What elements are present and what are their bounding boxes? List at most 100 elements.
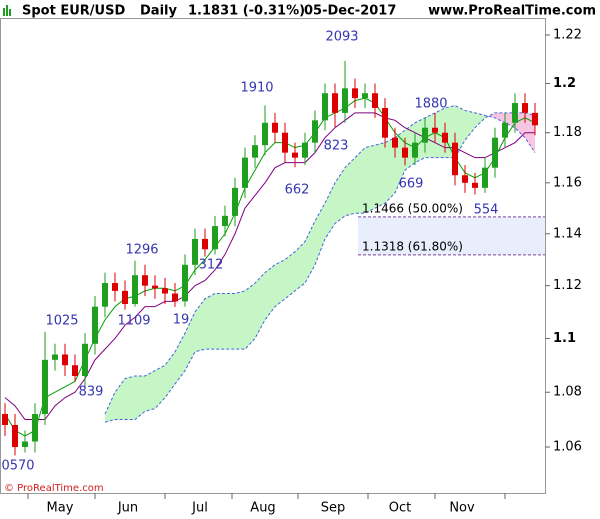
cloud-fill bbox=[405, 122, 415, 171]
annotation: 669 bbox=[399, 177, 424, 192]
cloud-fill bbox=[155, 365, 165, 409]
candle-body bbox=[192, 238, 198, 265]
y-tick-label: 1.1 bbox=[553, 331, 576, 346]
candle-body bbox=[412, 142, 418, 158]
cloud-fill bbox=[185, 311, 195, 371]
cloud-fill bbox=[325, 182, 335, 239]
cloud-fill bbox=[265, 264, 275, 320]
y-tick-label: 1.12 bbox=[553, 278, 582, 293]
cloud-fill bbox=[255, 272, 265, 339]
y-tick-label: 1.22 bbox=[553, 28, 582, 43]
candle-body bbox=[482, 167, 488, 188]
candle-body bbox=[122, 290, 128, 305]
candle-body bbox=[152, 285, 158, 289]
candle-body bbox=[532, 112, 538, 126]
y-tick-label: 1.18 bbox=[553, 125, 582, 140]
candle-body bbox=[362, 93, 368, 99]
candle-body bbox=[442, 132, 448, 143]
x-tick-label: Aug bbox=[250, 501, 275, 516]
annotation: 1109 bbox=[117, 314, 150, 329]
x-tick-label: Sep bbox=[321, 501, 346, 516]
candle-body bbox=[492, 137, 498, 168]
cloud-fill bbox=[295, 241, 305, 291]
cloud-fill bbox=[335, 167, 345, 224]
annotation: 19 bbox=[173, 313, 190, 328]
cloud-fill bbox=[345, 157, 355, 216]
candle-body bbox=[92, 306, 98, 344]
fib-label: 1.1318 (61.80%) bbox=[362, 239, 463, 253]
cloud-fill bbox=[235, 290, 245, 350]
kijun-line bbox=[4, 112, 535, 421]
candle-body bbox=[452, 142, 458, 176]
cloud-fill bbox=[105, 392, 115, 423]
candle-body bbox=[302, 142, 308, 158]
candle-body bbox=[282, 132, 288, 153]
logo bbox=[3, 5, 11, 16]
last-price: 1.1831 (-0.31%) bbox=[188, 4, 305, 19]
cloud-fill bbox=[465, 110, 475, 141]
annotation: 1880 bbox=[414, 97, 447, 112]
candle-body bbox=[22, 441, 28, 448]
candle-body bbox=[222, 215, 228, 227]
y-tick-label: 1.06 bbox=[553, 440, 582, 455]
candle-body bbox=[12, 424, 18, 448]
x-tick-label: Nov bbox=[449, 501, 475, 516]
cloud-fill bbox=[315, 203, 325, 265]
candle-body bbox=[422, 127, 428, 143]
candle-body bbox=[82, 343, 88, 377]
candle-body bbox=[392, 137, 398, 148]
fib-zone bbox=[358, 216, 545, 255]
candle-body bbox=[462, 175, 468, 183]
candle-body bbox=[2, 414, 8, 425]
cloud-fill bbox=[275, 259, 285, 307]
span-b bbox=[104, 112, 536, 423]
cloud-fill bbox=[205, 293, 215, 350]
cloud-fill bbox=[285, 251, 295, 299]
candle-body bbox=[272, 122, 278, 133]
x-tick-label: Oct bbox=[389, 501, 411, 516]
date: 05-Dec-2017 bbox=[304, 4, 396, 19]
cloud-fill bbox=[165, 351, 175, 398]
cloud-fill bbox=[225, 293, 235, 350]
cloud-fill bbox=[385, 137, 395, 204]
x-tick-label: May bbox=[47, 501, 74, 516]
annotation: 2093 bbox=[325, 30, 358, 45]
annotation: 662 bbox=[285, 183, 310, 198]
plot-frame bbox=[0, 18, 546, 494]
cloud-fill bbox=[355, 147, 365, 214]
cloud-fill bbox=[245, 283, 255, 350]
candle-body bbox=[372, 93, 378, 108]
candle-body bbox=[132, 275, 138, 305]
y-tick-label: 1.2 bbox=[553, 76, 576, 91]
x-tick-label: Jul bbox=[191, 501, 208, 516]
chart-title: Spot EUR/USD bbox=[22, 4, 125, 19]
cloud-fill bbox=[195, 298, 205, 352]
candle-body bbox=[212, 226, 218, 250]
candle-body bbox=[202, 238, 208, 250]
candle-body bbox=[522, 103, 528, 113]
annotation: 1910 bbox=[240, 81, 273, 96]
annotation: 1296 bbox=[125, 243, 158, 258]
annotation: 1025 bbox=[45, 314, 78, 329]
cloud-fill bbox=[145, 370, 155, 412]
y-tick-label: 1.16 bbox=[553, 175, 582, 190]
candle-body bbox=[342, 88, 348, 113]
cloud-fill bbox=[475, 112, 485, 128]
candle-body bbox=[112, 283, 118, 291]
candle-body bbox=[332, 93, 338, 113]
candle-body bbox=[182, 264, 188, 302]
candle-body bbox=[322, 93, 328, 121]
period: Daily bbox=[140, 4, 177, 19]
candle-body bbox=[512, 103, 518, 123]
candle-body bbox=[102, 283, 108, 307]
candle-body bbox=[472, 182, 478, 188]
annotation: 312 bbox=[199, 258, 224, 273]
candle-body bbox=[162, 288, 168, 294]
annotation: 823 bbox=[324, 139, 349, 154]
cloud-fill bbox=[115, 378, 125, 420]
annotation: 554 bbox=[474, 203, 499, 218]
source: www.ProRealTime.com bbox=[428, 4, 596, 19]
candle-body bbox=[42, 359, 48, 415]
cloud-fill bbox=[485, 112, 495, 118]
